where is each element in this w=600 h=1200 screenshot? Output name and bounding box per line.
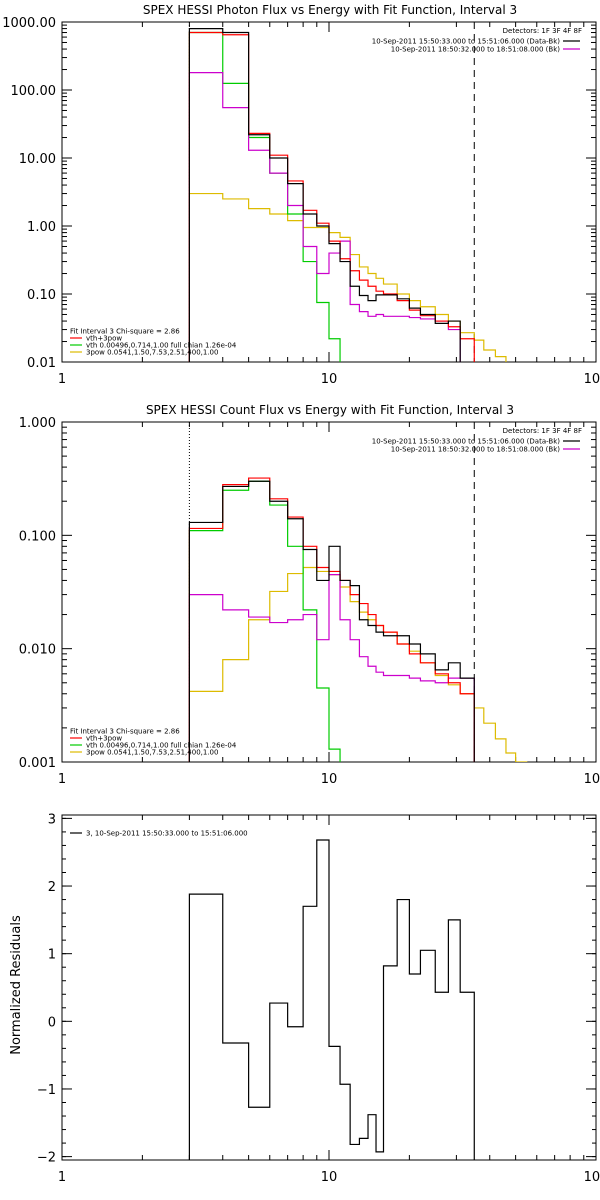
y-tick-label: 0.01 [27, 356, 56, 371]
x-tick-label: 100 [584, 772, 600, 787]
x-tick-label: 10 [321, 772, 338, 787]
count-flux-series-3pow [188, 566, 528, 762]
x-tick-label: 10 [321, 1170, 338, 1185]
legend-left-label: 3pow 0.0541,1.50,7.53,2.51,400,1.00 [86, 749, 218, 757]
residuals-y-axis-label: Normalized Residuals [9, 915, 24, 1055]
photon-flux-series-3pow [188, 192, 507, 362]
count-flux-series-vth [188, 480, 341, 762]
x-tick-label: 1 [58, 372, 66, 387]
x-tick-label: 100 [584, 372, 600, 387]
y-tick-label: 0.100 [19, 529, 56, 544]
count-flux-series-data-bk [188, 480, 475, 762]
legend-left-label: vth 0.00496,0.714,1.00 full chian 1.26e-… [86, 342, 237, 350]
x-tick-label: 1 [58, 772, 66, 787]
photon-flux-panel: SPEX HESSI Photon Flux vs Energy with Fi… [2, 3, 600, 387]
legend-right-label: 10-Sep-2011 15:50:33.000 to 15:51:06.000… [372, 38, 561, 46]
y-tick-label: 1.000 [19, 416, 56, 431]
y-tick-label: 0 [48, 1015, 56, 1030]
legend-left-label: vth+3pow [86, 735, 122, 743]
photon-flux-series-data-bk [188, 27, 461, 362]
photon-flux-series-vth-3pow [188, 31, 475, 362]
y-tick-label: −2 [37, 1151, 56, 1166]
legend-left-label: vth+3pow [86, 335, 122, 343]
x-tick-label: 100 [584, 1170, 600, 1185]
count-flux-series-vth-3pow [188, 477, 475, 762]
residuals-panel: Normalized Residuals 1 10 100 −2 −1 0 1 2 3 3, 10… [9, 812, 600, 1185]
count-flux-title: SPEX HESSI Count Flux vs Energy with Fit… [146, 403, 514, 417]
photon-flux-series-vth [188, 31, 341, 362]
legend-right-label: 10-Sep-2011 18:50:32.000 to 18:51:08.000… [391, 46, 561, 54]
y-tick-label: 1000.00 [2, 16, 56, 31]
x-tick-label: 1 [58, 1170, 66, 1185]
y-tick-label: 0.010 [19, 643, 56, 658]
y-tick-label: 10.00 [19, 152, 56, 167]
detectors-label: Detectors: 1F 3F 4F 8F [503, 427, 582, 435]
legend-left-label: vth 0.00496,0.714,1.00 full chian 1.26e-… [86, 742, 237, 750]
y-tick-label: 1.00 [27, 220, 56, 235]
photon-flux-series-bk [188, 72, 461, 362]
legend-left-label: 3pow 0.0541,1.50,7.53,2.51,400,1.00 [86, 349, 218, 357]
legend-left-label: Fit Interval 3 Chi-square = 2.86 [70, 328, 180, 336]
x-tick-label: 10 [321, 372, 338, 387]
y-tick-label: 100.00 [11, 84, 57, 99]
photon-flux-title: SPEX HESSI Photon Flux vs Energy with Fi… [143, 3, 517, 17]
residuals-series-3-10-sep-2011-15-50-33-000-to-15-51-06-000 [188, 839, 475, 1160]
y-tick-label: 0.001 [19, 756, 56, 771]
legend-left-label: 3, 10-Sep-2011 15:50:33.000 to 15:51:06.… [86, 830, 248, 838]
y-tick-label: 1 [48, 948, 56, 963]
legend-right-label: 10-Sep-2011 15:50:33.000 to 15:51:06.000… [372, 438, 561, 446]
legend-right-label: 10-Sep-2011 18:50:32.000 to 18:51:08.000… [391, 446, 561, 454]
count-flux-panel: SPEX HESSI Count Flux vs Energy with Fit… [19, 403, 600, 787]
y-tick-label: 0.10 [27, 288, 56, 303]
y-tick-label: −1 [37, 1083, 56, 1098]
legend-left-label: Fit Interval 3 Chi-square = 2.86 [70, 728, 180, 736]
y-tick-label: 2 [48, 880, 56, 895]
detectors-label: Detectors: 1F 3F 4F 8F [503, 27, 582, 35]
y-tick-label: 3 [48, 812, 56, 827]
